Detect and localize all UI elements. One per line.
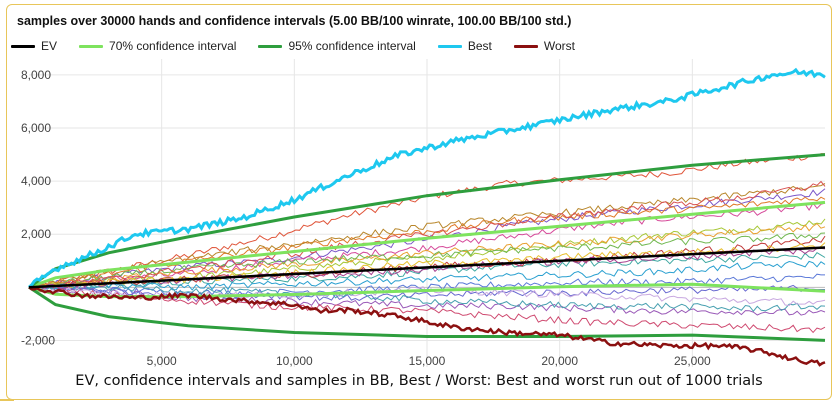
y-tick-label: 4,000: [21, 174, 51, 188]
legend: EV 70% confidence interval 95% confidenc…: [11, 39, 597, 53]
y-tick-label: 2,000: [21, 227, 51, 241]
legend-swatch-95-ci: [258, 44, 283, 48]
legend-swatch-best: [437, 44, 462, 48]
x-tick-label: 10,000: [276, 354, 313, 368]
series-70-ci-upper-line: [28, 200, 826, 289]
sample-run-line: [28, 183, 826, 289]
sample-run-line: [28, 222, 826, 289]
chart-caption: EV, confidence intervals and samples in …: [75, 373, 763, 389]
legend-swatch-70-ci: [79, 44, 104, 48]
chart-plot: 5,000 10,000 15,000 20,000 25,000 -2,000 2,000…: [21, 59, 826, 368]
x-tick-label: 25,000: [674, 354, 711, 368]
sample-run-line: [28, 247, 826, 291]
legend-entry-worst[interactable]: Worst: [513, 39, 575, 53]
legend-swatch-ev: [11, 44, 35, 48]
legend-label-best: Best: [467, 39, 492, 53]
legend-entry-ev[interactable]: EV: [11, 39, 57, 53]
x-tick-label: 15,000: [409, 354, 446, 368]
series-worst-line: [28, 286, 826, 367]
x-tick-label: 20,000: [541, 354, 578, 368]
legend-label-ev: EV: [41, 39, 58, 53]
sample-run-line: [28, 283, 826, 312]
chart-title: samples over 30000 hands and confidence …: [17, 14, 572, 28]
series-95-ci-lower-line: [28, 286, 826, 342]
chart-frame: 5,000 10,000 15,000 20,000 25,000 -2,000 2,000…: [6, 4, 832, 400]
series-ev-line: [28, 246, 826, 289]
sample-run-line: [28, 180, 826, 291]
x-tick-label: 5,000: [147, 354, 177, 368]
legend-label-95-ci: 95% confidence interval: [288, 39, 416, 53]
legend-entry-70-ci[interactable]: 70% confidence interval: [79, 39, 236, 53]
legend-label-70-ci: 70% confidence interval: [109, 39, 237, 53]
corner-decoration: [0, 399, 14, 406]
y-tick-label: 8,000: [21, 68, 51, 82]
legend-label-worst: Worst: [543, 39, 575, 53]
legend-entry-best[interactable]: Best: [437, 39, 492, 53]
legend-entry-95-ci[interactable]: 95% confidence interval: [258, 39, 416, 53]
y-tick-label: 6,000: [21, 121, 51, 135]
series-best-line: [28, 67, 826, 289]
y-tick-label: -2,000: [21, 333, 55, 347]
legend-swatch-worst: [513, 44, 538, 48]
sample-run-line: [28, 260, 826, 291]
